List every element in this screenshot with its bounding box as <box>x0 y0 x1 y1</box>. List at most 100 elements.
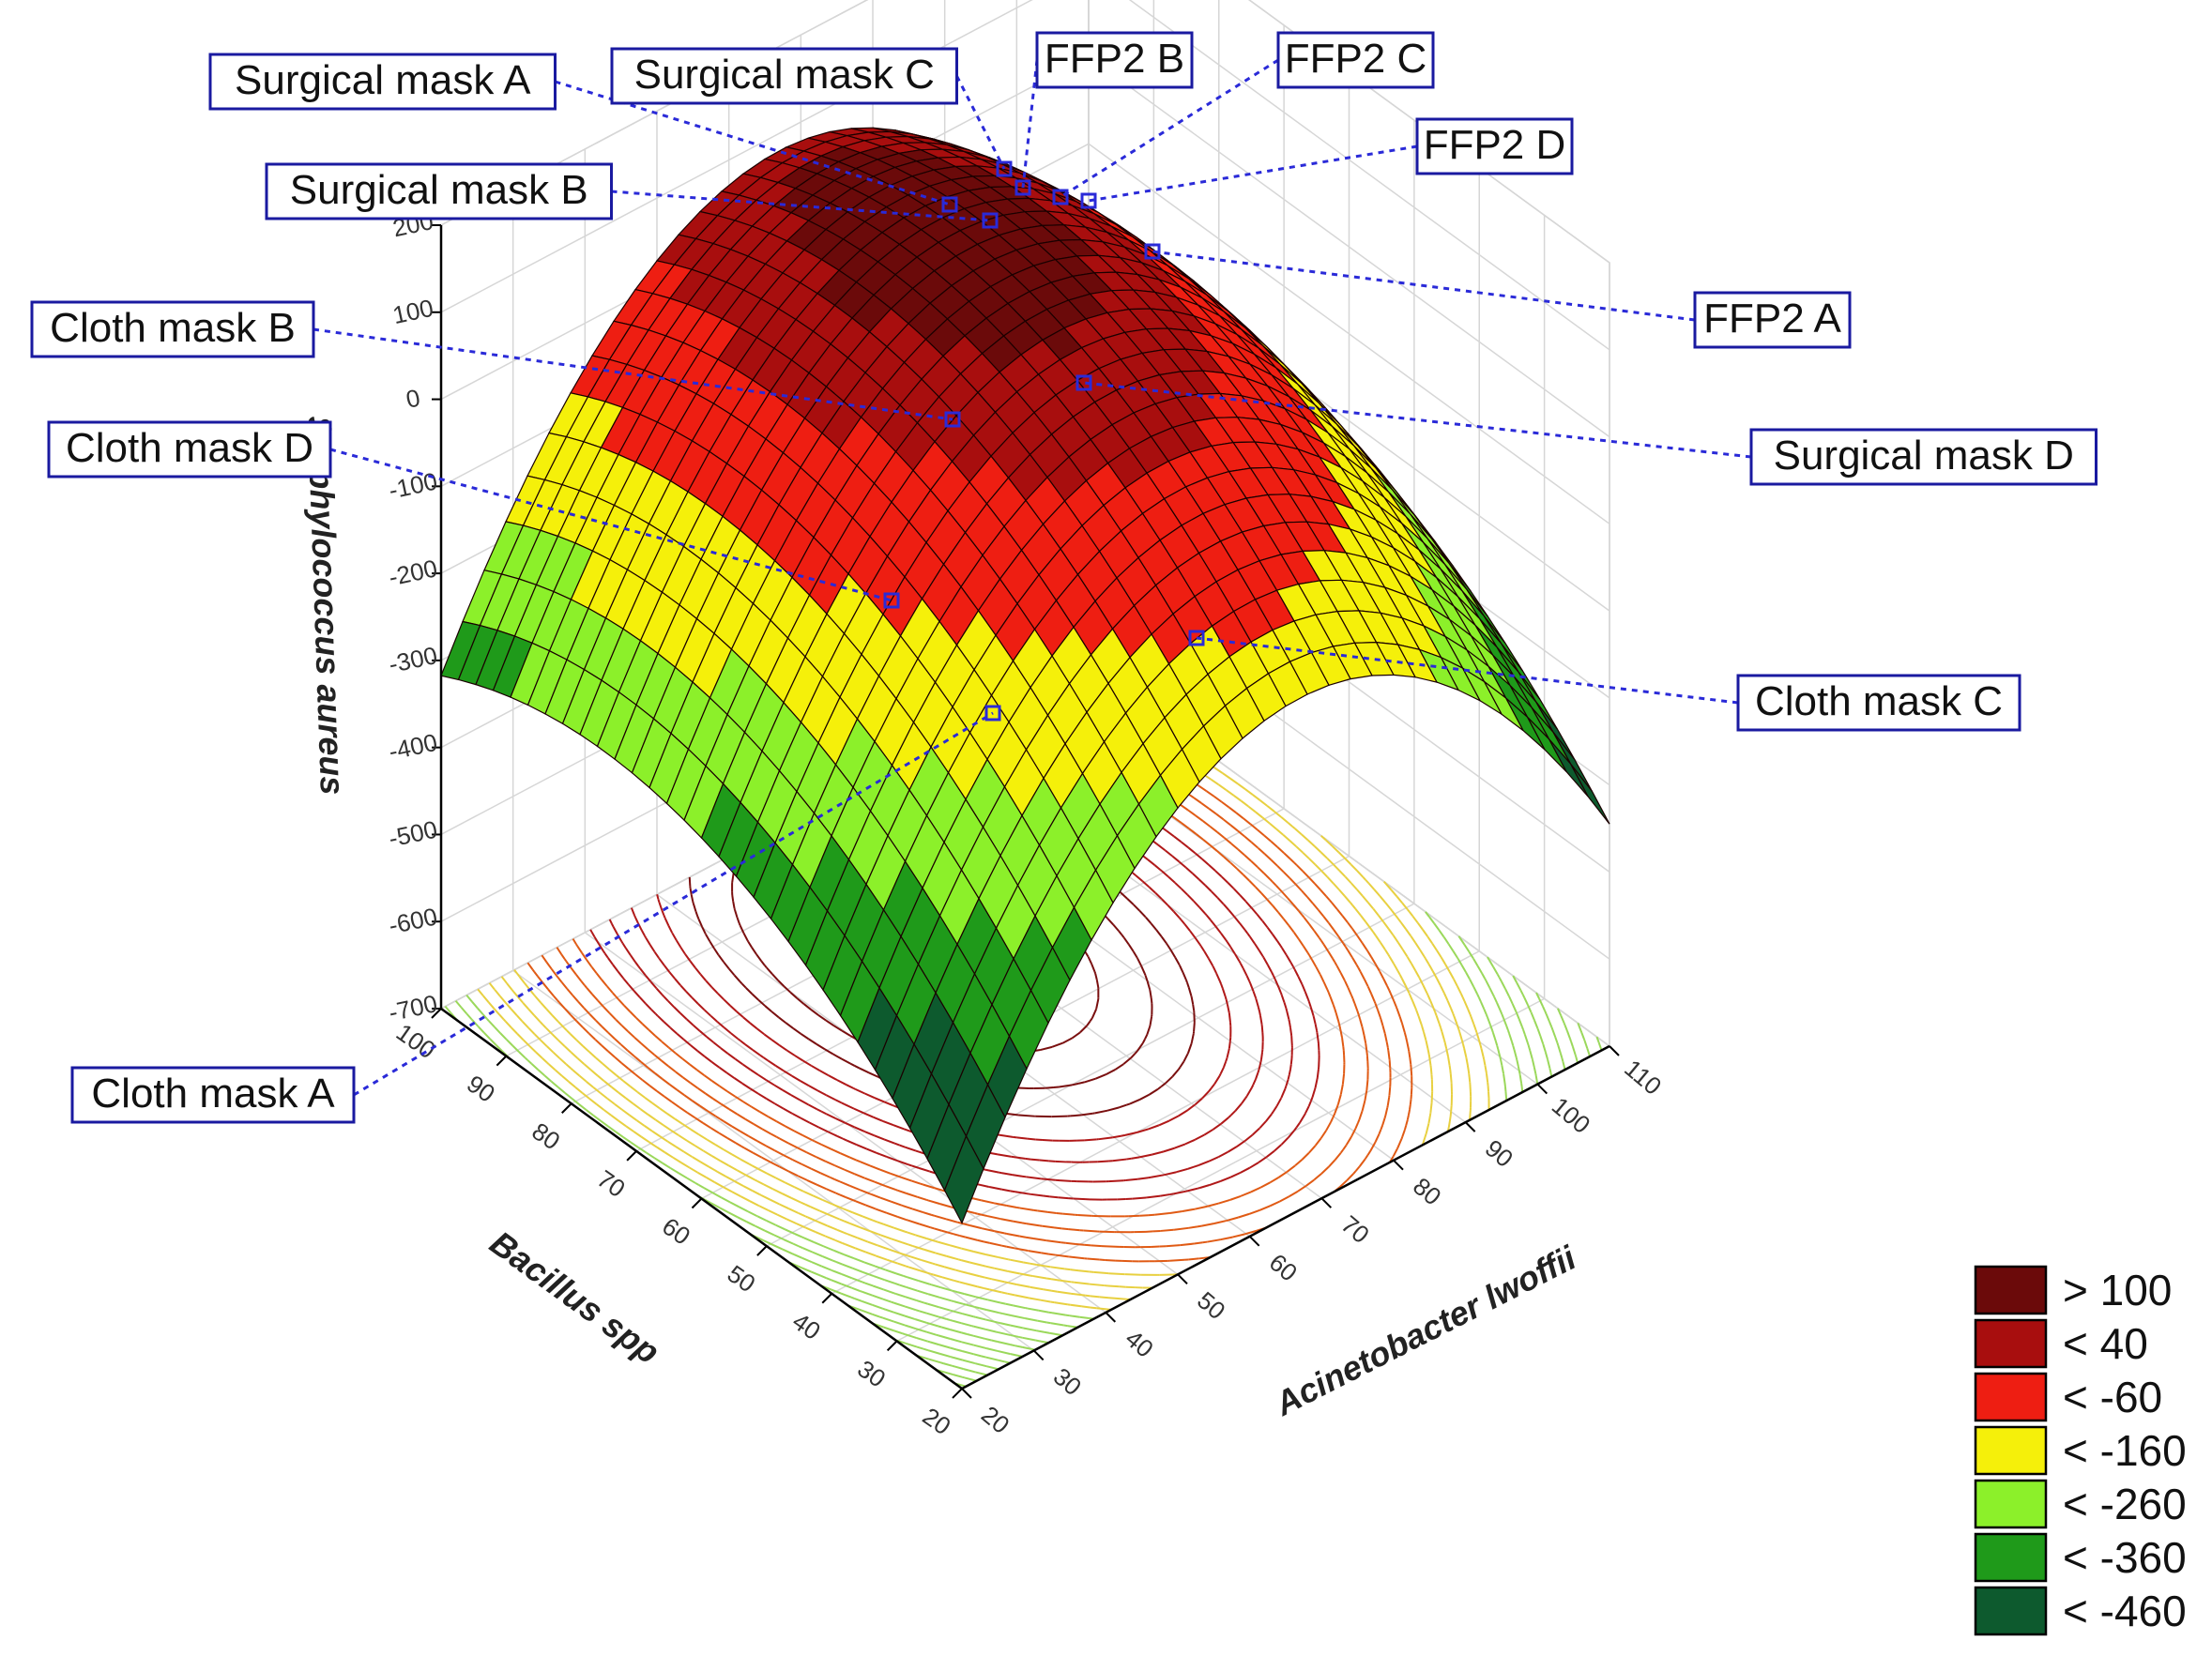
contour-segment <box>1333 863 1340 872</box>
contour-segment <box>1276 846 1285 854</box>
contour-segment <box>865 1251 877 1257</box>
contour-segment <box>551 1014 559 1023</box>
contour-segment <box>1091 1009 1097 1019</box>
contour-segment <box>1086 1020 1091 1026</box>
contour-segment <box>820 1274 827 1280</box>
contour-segment <box>1480 1048 1485 1057</box>
contour-segment <box>1193 1023 1196 1032</box>
contour-segment <box>1426 995 1431 1001</box>
contour-segment <box>1522 1029 1526 1036</box>
contour-segment <box>757 1073 768 1082</box>
contour-segment <box>640 1042 648 1050</box>
contour-segment <box>1272 975 1276 980</box>
contour-segment <box>1046 1321 1051 1325</box>
contour-segment <box>1444 964 1451 973</box>
contour-segment <box>955 1348 963 1352</box>
contour-segment <box>836 1135 844 1140</box>
contour-segment <box>1534 1075 1539 1085</box>
contour-segment <box>1308 858 1317 866</box>
contour-segment <box>545 961 553 970</box>
contour-segment <box>537 975 544 984</box>
contour-segment <box>1174 1226 1189 1231</box>
contour-segment <box>774 1149 785 1157</box>
contour-segment <box>737 1216 747 1223</box>
contour-segment <box>1255 998 1259 1008</box>
contour-segment <box>1050 1266 1065 1270</box>
contour-segment <box>656 1090 665 1098</box>
contour-segment <box>1350 882 1358 890</box>
contour-segment <box>1512 1045 1516 1051</box>
contour-segment <box>1498 977 1503 982</box>
contour-segment <box>1442 993 1447 997</box>
contour-segment <box>779 1137 789 1145</box>
contour-segment <box>975 1371 988 1376</box>
contour-segment <box>563 1026 568 1032</box>
contour-segment <box>827 1224 838 1231</box>
contour-segment <box>834 1099 843 1104</box>
contour-segment <box>1339 1084 1344 1095</box>
contour-segment <box>1255 1072 1259 1080</box>
contour-segment <box>1108 1297 1116 1299</box>
contour-segment <box>1075 1242 1085 1246</box>
contour-segment <box>1055 1253 1069 1258</box>
contour-segment <box>770 1010 780 1019</box>
contour-segment <box>770 1039 780 1046</box>
y-tick-label: 60 <box>657 1212 695 1251</box>
contour-segment <box>1417 1015 1423 1025</box>
contour-segment <box>671 1101 680 1108</box>
contour-segment <box>682 1076 692 1084</box>
contour-segment <box>1373 889 1381 897</box>
contour-segment <box>1304 1105 1310 1115</box>
contour-segment <box>1266 926 1274 935</box>
contour-segment <box>1207 1238 1221 1243</box>
contour-segment <box>1194 852 1203 860</box>
contour-segment <box>1260 892 1268 901</box>
contour-segment <box>747 941 753 949</box>
contour-segment <box>634 1056 642 1063</box>
contour-segment <box>1460 965 1467 973</box>
contour-segment <box>893 1329 903 1335</box>
contour-segment <box>776 1120 786 1128</box>
contour-segment <box>886 1258 898 1265</box>
contour-segment <box>1396 895 1403 904</box>
contour-segment <box>1095 980 1100 988</box>
contour-segment <box>1332 1113 1336 1118</box>
contour-segment <box>590 965 593 968</box>
contour-segment <box>658 902 664 911</box>
contour-segment <box>1146 1026 1151 1036</box>
annotation-label: Cloth mask C <box>1755 678 2003 724</box>
contour-segment <box>667 1046 677 1055</box>
contour-segment <box>580 980 586 986</box>
contour-segment <box>522 1021 529 1029</box>
contour-segment <box>1301 914 1305 919</box>
contour-segment <box>705 1177 716 1183</box>
contour-segment <box>779 1203 789 1210</box>
contour-segment <box>825 1019 835 1026</box>
contour-segment <box>789 1157 794 1161</box>
contour-segment <box>718 1132 728 1139</box>
contour-segment <box>851 1277 863 1284</box>
contour-segment <box>510 1008 518 1016</box>
contour-segment <box>976 1238 984 1243</box>
contour-segment <box>741 1082 751 1090</box>
contour-segment <box>669 1026 679 1035</box>
contour-segment <box>465 994 473 1003</box>
contour-segment <box>641 930 647 937</box>
contour-segment <box>1392 1148 1398 1157</box>
legend-entry: < -360 <box>1974 1532 2187 1583</box>
contour-segment <box>1169 950 1177 958</box>
contour-segment <box>848 1222 861 1228</box>
contour-segment <box>938 1344 951 1349</box>
annotation-label: Cloth mask B <box>50 305 296 351</box>
contour-segment <box>1387 953 1391 957</box>
contour-segment <box>1400 1022 1404 1026</box>
contour-segment <box>1188 1257 1199 1261</box>
contour-segment <box>595 1056 603 1065</box>
contour-segment <box>712 1098 722 1105</box>
contour-segment <box>1332 1004 1336 1010</box>
contour-segment <box>1171 855 1181 863</box>
contour-segment <box>1428 1056 1432 1067</box>
contour-segment <box>1213 1122 1222 1131</box>
contour-segment <box>1366 950 1372 958</box>
contour-segment <box>908 1243 913 1247</box>
